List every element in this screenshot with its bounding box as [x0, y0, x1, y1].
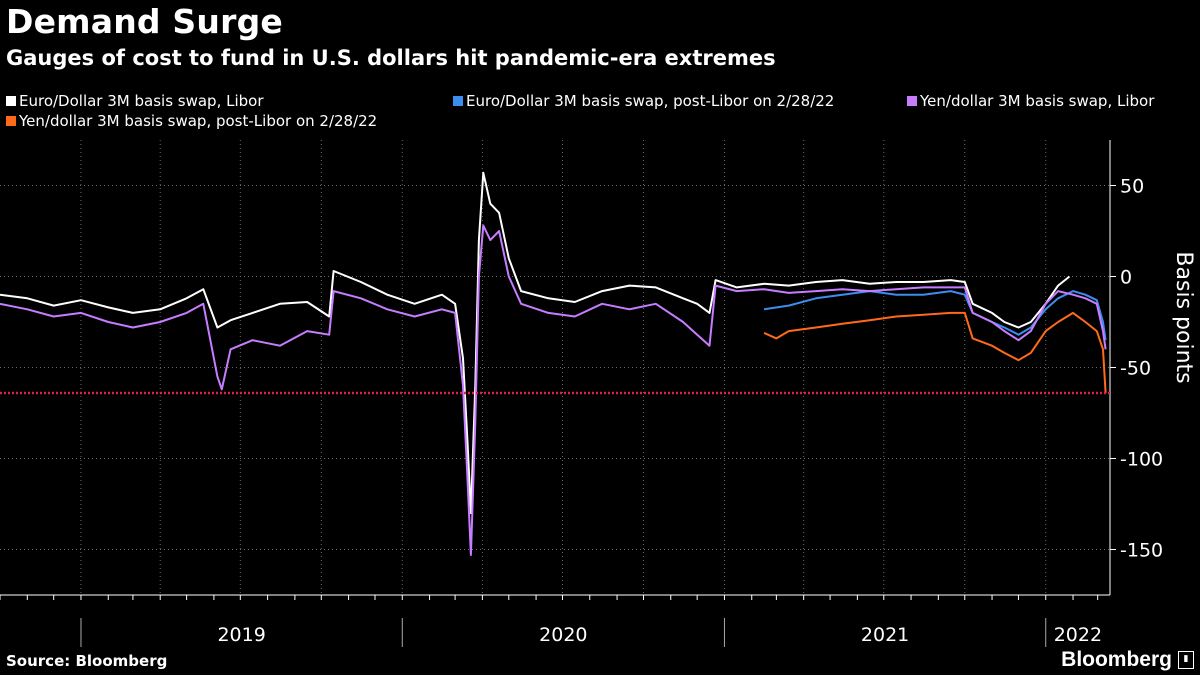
- brand-logo: Bloomberg: [1061, 648, 1172, 671]
- series-group: [0, 171, 1107, 556]
- legend-swatch: [907, 96, 917, 106]
- grid: [0, 140, 1110, 595]
- legend-label: Euro/Dollar 3M basis swap, post-Libor on…: [466, 92, 835, 110]
- year-label: 2019: [217, 624, 265, 646]
- year-label: 2021: [861, 624, 909, 646]
- axes: 50 0 -50 -100 -150 2019 2020 2021 2022 Basis poin…: [0, 140, 1196, 647]
- series-line-3: [763, 311, 1107, 394]
- legend-swatch: [453, 96, 463, 106]
- chart-subtitle: Gauges of cost to fund in U.S. dollars h…: [6, 46, 776, 70]
- source-note: Source: Bloomberg: [6, 652, 168, 670]
- legend-label: Yen/dollar 3M basis swap, Libor: [920, 92, 1155, 110]
- y-tick-label: 50: [1120, 176, 1144, 198]
- series-line-1: [763, 290, 1107, 341]
- legend-swatch: [6, 116, 16, 126]
- y-tick-label: -150: [1120, 540, 1163, 562]
- legend-label: Yen/dollar 3M basis swap, post-Libor on …: [19, 112, 378, 130]
- legend-item-eur-post-libor: Euro/Dollar 3M basis swap, post-Libor on…: [453, 92, 834, 110]
- series-line-2: [0, 224, 1107, 556]
- y-tick-label: -50: [1120, 358, 1151, 380]
- y-axis-title: Basis points: [1171, 251, 1196, 383]
- y-tick-label: -100: [1120, 449, 1163, 471]
- legend-item-jpy-post-libor: Yen/dollar 3M basis swap, post-Libor on …: [6, 112, 377, 130]
- series-line-0: [0, 171, 1071, 515]
- legend-swatch: [6, 96, 16, 106]
- chart-title: Demand Surge: [6, 2, 283, 41]
- y-tick-label: 0: [1120, 267, 1132, 289]
- year-label: 2022: [1054, 624, 1102, 646]
- legend-item-eur-libor: Euro/Dollar 3M basis swap, Libor: [6, 92, 264, 110]
- legend-label: Euro/Dollar 3M basis swap, Libor: [19, 92, 264, 110]
- legend-item-jpy-libor: Yen/dollar 3M basis swap, Libor: [907, 92, 1154, 110]
- terminal-icon: ▮: [1178, 651, 1194, 669]
- year-label: 2020: [539, 624, 587, 646]
